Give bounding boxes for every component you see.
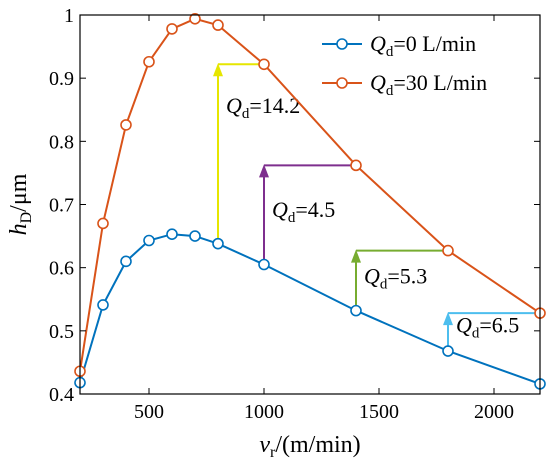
data-point bbox=[212, 237, 224, 250]
legend-label-var: Q bbox=[370, 70, 386, 95]
data-point bbox=[189, 230, 201, 242]
y-tick-label: 0.8 bbox=[49, 131, 74, 153]
x-axis-label-rest: /(m/min) bbox=[275, 432, 360, 458]
x-axis-label-var: v bbox=[259, 432, 270, 458]
ticks-layer: 500 1000 1500 2000 0.4 0.5 0.6 0.7 0.8 0.9 1 bbox=[49, 5, 540, 423]
data-point bbox=[258, 258, 270, 271]
y-tick-label: 0.6 bbox=[49, 258, 74, 280]
data-point bbox=[143, 55, 155, 68]
annotation-label-rest: =5.3 bbox=[387, 263, 427, 288]
data-point bbox=[442, 345, 454, 357]
x-axis-label: vr/(m/min) bbox=[259, 432, 360, 461]
difference-annotation: Qd=6.5 bbox=[443, 312, 540, 352]
series-line bbox=[79, 233, 541, 385]
legend-label-sub: d bbox=[386, 83, 394, 99]
y-tick-label: 0.5 bbox=[49, 321, 74, 343]
x-tick-label: 1000 bbox=[244, 401, 284, 423]
data-point bbox=[212, 19, 224, 31]
legend-marker bbox=[336, 77, 348, 89]
annotation-label-sub: d bbox=[288, 210, 296, 226]
legend-entry: Qd=30 L/min bbox=[322, 70, 487, 99]
series-layer bbox=[74, 12, 546, 390]
annotation-label-var: Q bbox=[226, 93, 242, 118]
annotation-label-sub: d bbox=[472, 326, 480, 342]
data-point bbox=[350, 159, 362, 172]
legend-label-sub: d bbox=[386, 44, 394, 60]
annotation-label-sub: d bbox=[380, 276, 388, 292]
series-0 bbox=[74, 228, 546, 390]
y-tick-label: 0.4 bbox=[49, 384, 74, 406]
annotation-arrowhead bbox=[259, 164, 269, 178]
x-axis-label-sub: r bbox=[270, 444, 276, 461]
x-tick-label: 2000 bbox=[474, 401, 514, 423]
legend-label-rest: =0 L/min bbox=[393, 31, 476, 56]
annotation-label: Qd=6.5 bbox=[456, 313, 519, 342]
y-axis-label-sub: D bbox=[18, 212, 35, 224]
data-point bbox=[120, 255, 132, 268]
annotation-layer: Qd=14.2Qd=4.5Qd=5.3Qd=6.5 bbox=[213, 63, 540, 352]
annotation-label: Qd=14.2 bbox=[226, 93, 300, 122]
y-tick-label: 0.9 bbox=[49, 68, 74, 90]
y-tick-label: 1 bbox=[64, 5, 74, 27]
data-point bbox=[189, 12, 201, 25]
legend-marker bbox=[336, 38, 348, 50]
x-tick-label: 500 bbox=[134, 401, 164, 423]
data-point bbox=[143, 234, 155, 247]
annotation-label-var: Q bbox=[272, 197, 288, 222]
legend-entry: Qd=0 L/min bbox=[322, 31, 476, 60]
difference-annotation: Qd=5.3 bbox=[351, 249, 448, 311]
y-axis-label-rest: /μm bbox=[6, 173, 32, 212]
data-point bbox=[166, 228, 178, 240]
data-point bbox=[97, 217, 109, 230]
y-tick-label: 0.7 bbox=[49, 195, 74, 217]
annotation-label-rest: =6.5 bbox=[479, 313, 519, 338]
annotation-label-rest: =14.2 bbox=[249, 93, 300, 118]
data-point bbox=[97, 299, 109, 311]
annotation-arrowhead bbox=[443, 312, 453, 326]
difference-annotation: Qd=4.5 bbox=[259, 164, 356, 265]
data-point bbox=[258, 58, 270, 71]
annotation-label: Qd=5.3 bbox=[364, 263, 427, 292]
legend-label: Qd=0 L/min bbox=[370, 31, 476, 60]
data-point bbox=[442, 244, 454, 257]
annotation-label-var: Q bbox=[364, 263, 380, 288]
y-axis-label: hD/μm bbox=[6, 173, 35, 235]
series-1 bbox=[74, 12, 546, 378]
x-tick-label: 1500 bbox=[359, 401, 399, 423]
annotation-arrowhead bbox=[213, 63, 223, 77]
annotation-label-var: Q bbox=[456, 313, 472, 338]
annotation-label-rest: =4.5 bbox=[295, 197, 335, 222]
annotation-label: Qd=4.5 bbox=[272, 197, 335, 226]
annotation-arrowhead bbox=[351, 249, 361, 263]
difference-annotation: Qd=14.2 bbox=[213, 63, 300, 244]
legend-label: Qd=30 L/min bbox=[370, 70, 487, 99]
annotation-label-sub: d bbox=[242, 106, 250, 122]
data-point bbox=[350, 304, 362, 317]
legend-label-rest: =30 L/min bbox=[393, 70, 487, 95]
legend-label-var: Q bbox=[370, 31, 386, 56]
data-point bbox=[166, 23, 178, 35]
data-point bbox=[120, 119, 132, 131]
y-axis-label-var: h bbox=[6, 223, 32, 235]
